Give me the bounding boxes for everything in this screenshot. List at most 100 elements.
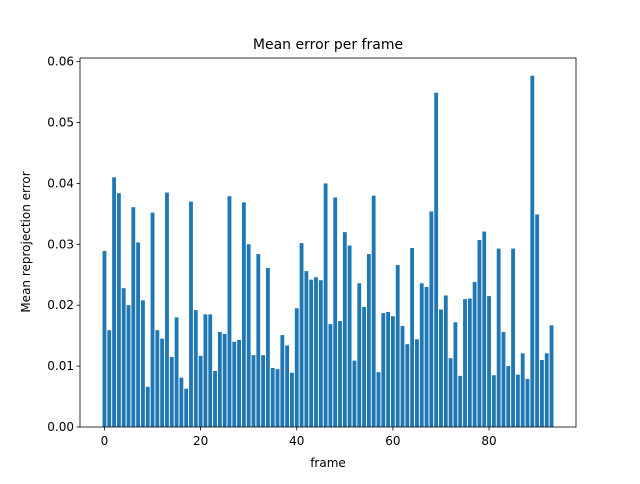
bar: [237, 339, 241, 427]
bar: [520, 353, 525, 427]
bar: [525, 378, 530, 427]
bar: [390, 316, 395, 427]
bar: [400, 325, 405, 427]
x-tick-label: 40: [289, 434, 304, 448]
bar: [549, 325, 554, 427]
bar: [463, 299, 467, 427]
bar: [482, 231, 487, 427]
bar: [472, 282, 477, 427]
bar: [280, 335, 285, 427]
bar: [112, 177, 117, 427]
bar: [487, 296, 491, 427]
bar: [232, 341, 237, 427]
bar: [314, 277, 318, 427]
bar: [126, 305, 131, 427]
bar: [328, 324, 333, 427]
y-tick-label: 0.04: [47, 176, 74, 190]
bar: [150, 212, 155, 427]
bar: [333, 197, 338, 427]
bar: [256, 254, 261, 427]
y-tick-label: 0.05: [47, 116, 74, 130]
bar: [424, 286, 429, 427]
bar: [107, 330, 112, 427]
bar: [386, 311, 391, 427]
bar: [458, 375, 463, 427]
bar: [213, 370, 217, 427]
y-axis-label: Mean reprojection error: [19, 171, 33, 312]
bar: [184, 388, 189, 427]
bar: [241, 202, 246, 427]
bar: [265, 268, 270, 427]
bar: [270, 367, 275, 427]
bar: [357, 283, 362, 427]
bar: [174, 317, 179, 427]
y-tick-label: 0.02: [47, 298, 74, 312]
bar: [415, 339, 419, 427]
bar: [169, 356, 174, 427]
bar: [467, 298, 472, 427]
bar: [165, 192, 169, 427]
bar: [491, 375, 496, 427]
bar: [376, 372, 381, 427]
bar: [294, 308, 299, 427]
bar: [366, 254, 371, 427]
bar: [511, 248, 515, 427]
x-tick-label: 0: [101, 434, 109, 448]
bar: [453, 322, 458, 427]
bar: [429, 211, 434, 427]
bar: [189, 201, 193, 427]
bar: [102, 251, 107, 427]
bar: [410, 247, 415, 427]
bar: [352, 360, 357, 427]
axes-frame: [79, 57, 577, 428]
bar: [227, 196, 232, 427]
bar: [299, 243, 304, 427]
bar: [544, 353, 549, 427]
bar: [434, 92, 439, 428]
bar: [285, 345, 290, 427]
bar: [439, 309, 443, 427]
bar: [395, 265, 400, 427]
bar: [261, 355, 266, 427]
bar: [136, 242, 141, 427]
bar: [323, 183, 328, 427]
bar: [217, 332, 222, 427]
bar: [381, 313, 386, 427]
bar: [290, 372, 294, 427]
bar: [251, 355, 256, 427]
bar: [116, 193, 121, 427]
bar: [193, 310, 198, 427]
bar: [530, 75, 535, 427]
bar: [198, 355, 203, 427]
y-tick-label: 0.03: [47, 237, 74, 251]
y-tick-label: 0.06: [47, 55, 74, 69]
bar: [362, 307, 366, 427]
x-tick-label: 60: [385, 434, 400, 448]
bar: [419, 283, 424, 427]
bar: [208, 314, 213, 427]
x-tick-label: 20: [193, 434, 208, 448]
bar: [155, 330, 160, 427]
bar: [145, 386, 150, 427]
bar: [501, 332, 506, 427]
y-tick-label: 0.00: [47, 420, 74, 434]
bar: [246, 244, 251, 427]
bar: [443, 295, 448, 427]
bar: [318, 280, 323, 427]
x-axis-label: frame: [310, 456, 346, 470]
bar: [448, 358, 453, 427]
bar: [371, 195, 376, 427]
bar: [121, 288, 126, 427]
bar: [304, 271, 309, 427]
bar: [160, 338, 165, 427]
bar: [309, 279, 314, 427]
bar: [203, 314, 208, 427]
bar: [477, 240, 482, 427]
bar: [131, 207, 136, 427]
bar: [179, 377, 184, 427]
bar: [342, 232, 347, 427]
y-tick-label: 0.01: [47, 359, 74, 373]
bar: [405, 344, 410, 427]
bar: [515, 374, 520, 427]
